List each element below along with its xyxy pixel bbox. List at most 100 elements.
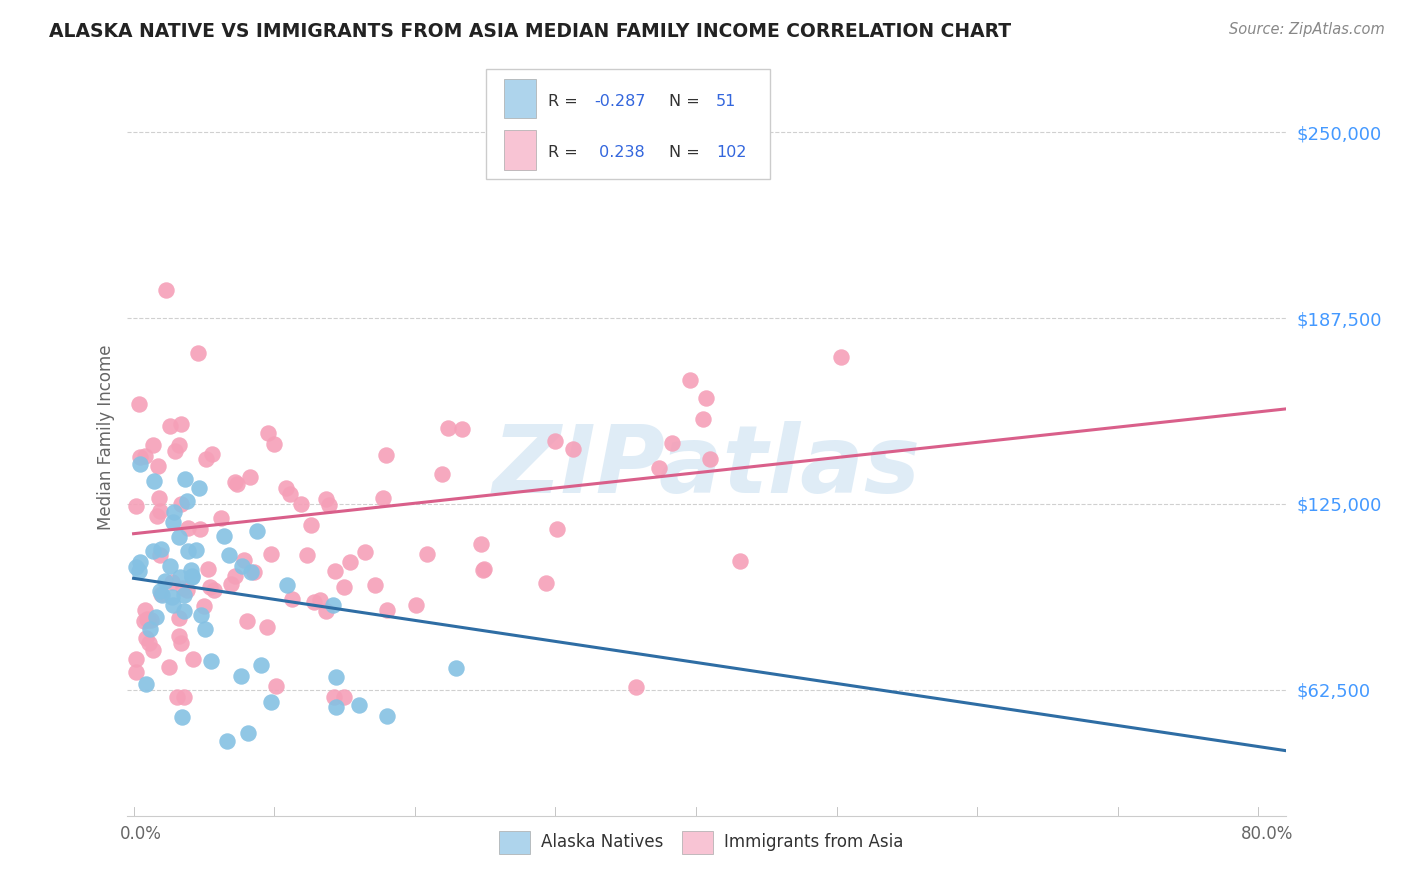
Point	[187, 481, 209, 495]
Point	[160, 591, 183, 605]
Point	[239, 470, 262, 484]
Point	[699, 452, 721, 467]
Point	[544, 434, 567, 449]
Point	[148, 458, 170, 473]
Point	[169, 437, 191, 451]
Point	[179, 563, 201, 577]
Point	[202, 583, 225, 598]
Point	[167, 629, 190, 643]
Point	[648, 461, 671, 475]
Point	[155, 284, 177, 298]
Point	[139, 622, 162, 636]
Point	[159, 419, 181, 434]
Point	[444, 661, 467, 675]
Point	[349, 698, 371, 712]
Point	[187, 346, 209, 360]
Point	[264, 679, 287, 693]
Point	[174, 473, 197, 487]
Point	[128, 450, 150, 464]
Point	[142, 643, 165, 657]
Point	[315, 604, 337, 618]
Point	[472, 562, 495, 576]
Point	[197, 562, 219, 576]
Point	[160, 574, 183, 589]
Point	[149, 504, 172, 518]
Point	[135, 677, 157, 691]
Point	[176, 582, 198, 597]
Point	[218, 548, 240, 562]
Point	[194, 452, 217, 467]
Point	[309, 593, 332, 607]
Text: Source: ZipAtlas.com: Source: ZipAtlas.com	[1229, 22, 1385, 37]
Point	[138, 635, 160, 649]
Point	[224, 569, 246, 583]
Point	[470, 537, 492, 551]
Point	[181, 570, 204, 584]
Text: 51: 51	[716, 95, 737, 110]
Point	[128, 396, 150, 410]
Point	[450, 421, 472, 435]
Point	[162, 515, 184, 529]
Point	[219, 577, 242, 591]
Point	[184, 542, 207, 557]
Point	[201, 447, 224, 461]
Point	[170, 497, 193, 511]
Point	[416, 547, 439, 561]
Point	[155, 574, 177, 589]
Point	[224, 475, 246, 490]
Point	[172, 582, 194, 596]
Point	[149, 584, 172, 599]
Point	[256, 620, 278, 634]
Point	[173, 604, 195, 618]
Point	[125, 652, 148, 666]
Point	[163, 444, 186, 458]
Text: 0.238: 0.238	[593, 145, 645, 161]
Point	[215, 734, 238, 748]
Point	[169, 611, 191, 625]
Point	[263, 437, 285, 451]
Point	[695, 391, 717, 405]
Point	[125, 499, 148, 513]
Point	[173, 690, 195, 705]
Point	[163, 505, 186, 519]
Point	[125, 665, 148, 679]
Point	[730, 554, 752, 568]
Point	[339, 555, 361, 569]
Point	[375, 603, 398, 617]
Point	[226, 476, 249, 491]
Text: Immigrants from Asia: Immigrants from Asia	[724, 833, 904, 852]
Point	[169, 570, 191, 584]
FancyBboxPatch shape	[503, 130, 536, 169]
Point	[166, 690, 188, 705]
Point	[125, 559, 148, 574]
Point	[142, 475, 165, 489]
Point	[318, 498, 340, 512]
Point	[325, 670, 347, 684]
Point	[188, 522, 211, 536]
Point	[177, 543, 200, 558]
Point	[149, 549, 172, 563]
FancyBboxPatch shape	[503, 79, 536, 119]
Point	[354, 545, 377, 559]
Point	[142, 544, 165, 558]
Point	[128, 564, 150, 578]
Text: Alaska Natives: Alaska Natives	[541, 833, 664, 852]
Point	[281, 592, 304, 607]
Point	[260, 547, 283, 561]
Text: ALASKA NATIVE VS IMMIGRANTS FROM ASIA MEDIAN FAMILY INCOME CORRELATION CHART: ALASKA NATIVE VS IMMIGRANTS FROM ASIA ME…	[49, 22, 1011, 41]
Point	[242, 565, 264, 579]
Point	[471, 563, 494, 577]
Point	[661, 435, 683, 450]
Point	[276, 578, 298, 592]
Text: -0.287: -0.287	[593, 95, 645, 110]
Point	[375, 709, 398, 723]
Point	[322, 598, 344, 612]
Point	[167, 530, 190, 544]
Point	[256, 425, 278, 440]
Point	[177, 521, 200, 535]
Point	[170, 636, 193, 650]
Point	[162, 598, 184, 612]
Point	[436, 420, 458, 434]
Point	[546, 522, 568, 536]
Point	[236, 614, 259, 628]
